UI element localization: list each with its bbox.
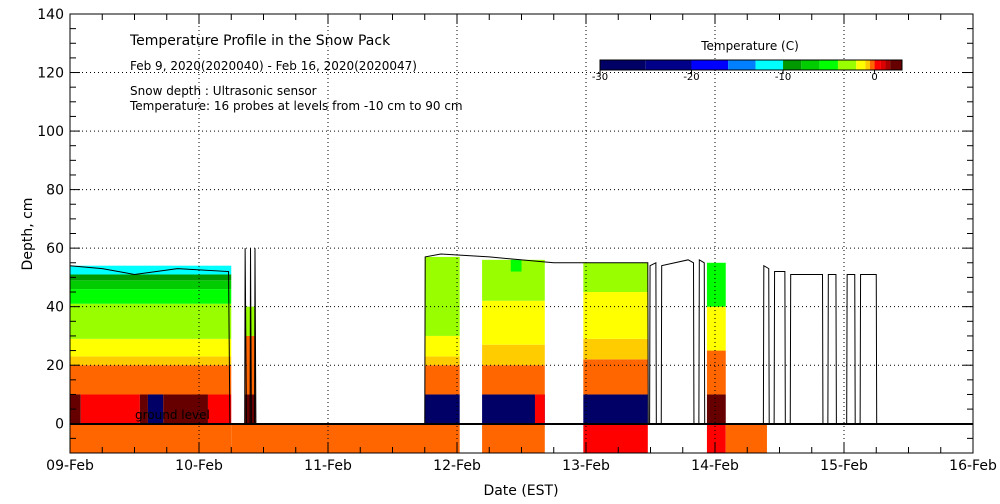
colorbar-swatch	[801, 60, 820, 70]
temperature-cell	[583, 262, 648, 293]
colorbar-swatch	[728, 60, 756, 70]
temperature-cell	[482, 394, 545, 424]
colorbar-frame	[599, 59, 903, 71]
temperature-cell	[70, 338, 232, 357]
y-tick-label: 80	[46, 183, 64, 199]
temperature-cell	[424, 394, 460, 424]
temperature-cell	[80, 394, 140, 424]
temperature-cell	[139, 394, 148, 424]
temperature-cell	[207, 394, 232, 424]
chart-title: Temperature Profile in the Snow Pack	[129, 33, 391, 49]
y-tick-label: 100	[37, 124, 64, 140]
colorbar-swatch	[869, 60, 875, 70]
temperature-cell	[534, 394, 545, 424]
y-tick-label: 20	[46, 358, 64, 374]
colorbar-swatch	[755, 60, 784, 70]
y-tick-label: 0	[55, 417, 64, 433]
x-tick-label: 11-Feb	[304, 458, 352, 474]
y-tick-label: 140	[37, 7, 64, 23]
temperature-cell	[583, 394, 648, 424]
temperature-cell	[482, 344, 545, 366]
axis-ticks: 0 20 40 60 80 100 120 140 09-Feb 10-Feb 11-Feb 12-F…	[37, 7, 997, 474]
temperature-cell	[70, 365, 232, 395]
temperature-cell	[70, 265, 232, 275]
colorbar: -30 -20 -10 0	[592, 59, 903, 83]
colorbar-swatch	[865, 60, 870, 70]
colorbar-swatch	[783, 60, 802, 70]
temperature-heatmap	[70, 256, 767, 453]
temperature-cell	[147, 394, 164, 424]
temperature-cell	[163, 394, 208, 424]
y-tick-label: 40	[46, 300, 64, 316]
temperature-cell	[706, 306, 726, 351]
colorbar-swatch	[880, 60, 886, 70]
colorbar-tick-label: 0	[871, 72, 877, 83]
colorbar-swatch	[890, 60, 902, 70]
temperature-cell	[706, 423, 726, 453]
y-tick-label: 60	[46, 241, 64, 257]
colorbar-tick-label: -30	[592, 72, 608, 83]
temperature-cell	[424, 356, 460, 366]
temperature-cell	[70, 303, 232, 339]
temperature-cell	[424, 256, 460, 336]
temperature-cell	[583, 338, 648, 360]
temperature-cell	[482, 300, 545, 345]
temperature-cell	[583, 423, 648, 453]
note-temperature: Temperature: 16 probes at levels from -1…	[129, 99, 463, 113]
temperature-cell	[725, 423, 767, 453]
chart-subtitle: Feb 9, 2020(2020040) - Feb 16, 2020(2020…	[130, 59, 417, 73]
temperature-cell	[583, 292, 648, 339]
temperature-cell	[482, 365, 545, 395]
x-tick-label: 12-Feb	[433, 458, 481, 474]
colorbar-tick-label: -10	[775, 72, 791, 83]
colorbar-swatch	[600, 60, 646, 70]
temperature-cell	[482, 423, 545, 453]
colorbar-swatch	[856, 60, 866, 70]
note-snow-depth: Snow depth : Ultrasonic sensor	[130, 84, 317, 98]
x-tick-label: 15-Feb	[820, 458, 868, 474]
temperature-cell	[706, 394, 726, 424]
temperature-cell	[706, 350, 726, 395]
temperature-cell	[706, 262, 726, 307]
temperature-cell	[70, 423, 232, 453]
y-tick-label: 120	[37, 66, 64, 82]
temperature-cell	[231, 423, 460, 453]
temperature-cell	[70, 274, 232, 281]
colorbar-tick-label: -20	[683, 72, 699, 83]
x-tick-label: 13-Feb	[562, 458, 610, 474]
x-tick-label: 09-Feb	[46, 458, 94, 474]
colorbar-swatch	[819, 60, 838, 70]
x-tick-label: 14-Feb	[691, 458, 739, 474]
temperature-cell	[424, 335, 460, 357]
colorbar-swatch	[645, 60, 692, 70]
colorbar-swatch	[874, 60, 881, 70]
x-axis-label: Date (EST)	[483, 483, 558, 499]
x-tick-label: 16-Feb	[949, 458, 997, 474]
temperature-cell	[70, 289, 232, 304]
x-tick-label: 10-Feb	[175, 458, 223, 474]
ground-level-label: ground level	[135, 408, 210, 422]
snow-depth-line	[69, 248, 878, 425]
colorbar-swatch	[837, 60, 857, 70]
temperature-cell	[70, 356, 232, 366]
colorbar-swatch	[691, 60, 729, 70]
temperature-cell	[424, 365, 460, 395]
colorbar-swatch	[885, 60, 891, 70]
temperature-cell	[583, 359, 648, 395]
temperature-cell	[70, 280, 232, 290]
colorbar-title: Temperature (C)	[700, 39, 799, 53]
temperature-cell	[510, 259, 522, 272]
y-axis-label: Depth, cm	[20, 198, 36, 271]
